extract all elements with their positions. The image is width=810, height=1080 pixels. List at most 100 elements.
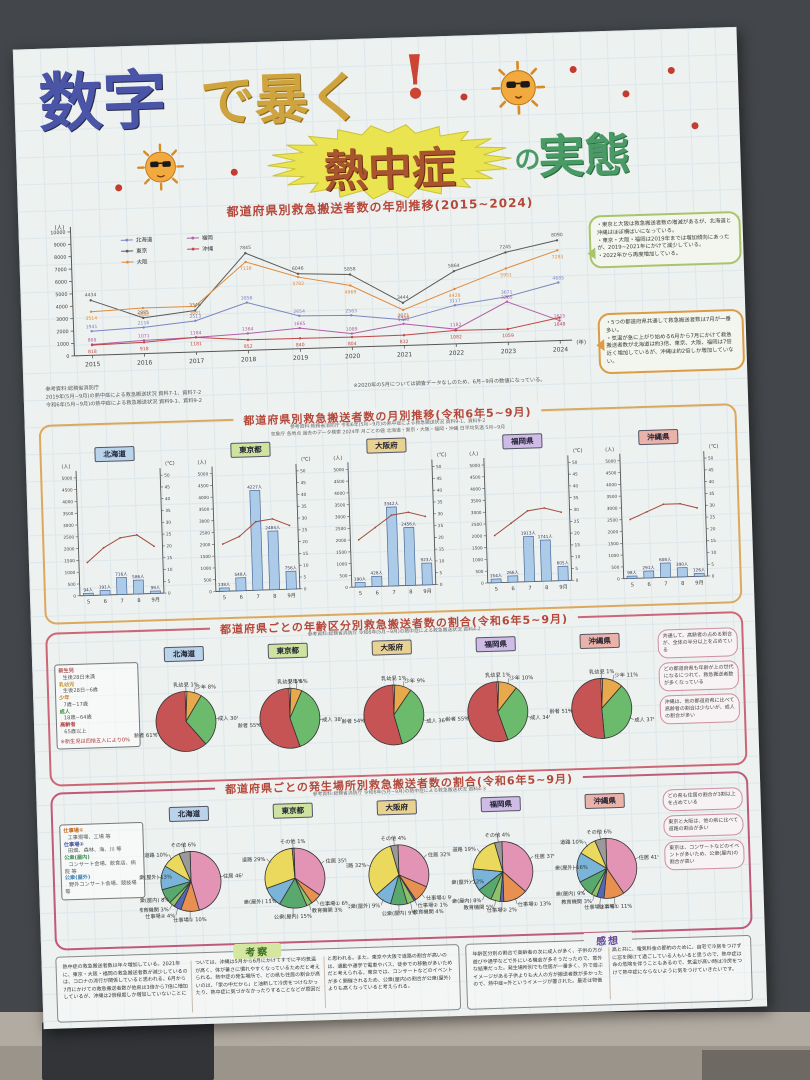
svg-text:4434: 4434 — [85, 292, 97, 298]
svg-text:0: 0 — [481, 581, 484, 586]
svg-text:1000: 1000 — [200, 566, 211, 571]
svg-text:2022: 2022 — [449, 350, 465, 357]
svg-text:10: 10 — [439, 558, 445, 563]
legend-definition: 生後28日未満 — [62, 674, 96, 682]
svg-text:4969: 4969 — [345, 289, 357, 295]
svg-text:2456人: 2456人 — [401, 521, 417, 526]
svg-text:1848: 1848 — [554, 321, 566, 327]
svg-text:2500: 2500 — [335, 526, 346, 531]
svg-text:30: 30 — [437, 511, 443, 516]
age-pie-svg-沖縄県: 乳幼児 1% 少年 11% 成人 37% 高齢者 51% — [544, 667, 658, 739]
svg-text:1000: 1000 — [57, 341, 69, 347]
svg-text:7: 7 — [664, 581, 667, 587]
series-line-北海道 — [91, 282, 559, 332]
svg-text:公衆(屋外) 13%: 公衆(屋外) 13% — [137, 872, 172, 881]
pref-label: 東京都 — [272, 802, 314, 819]
svg-text:500: 500 — [203, 577, 211, 582]
bar-8 — [132, 579, 145, 595]
section-monthly-trend: 都道府県別救急搬送者数の月別推移(令和6年5~9月) 参考資料:総務省消防庁 令… — [38, 403, 743, 625]
svg-text:45: 45 — [572, 471, 578, 476]
legend-definition: 野外コンサート会場、競技場 等 — [65, 880, 137, 896]
source-note: 参考資料:総務省消防庁 2019年(5月~9月)の熱中症による救急搬送状況 資料7… — [45, 377, 346, 410]
svg-text:住居 37%: 住居 37% — [534, 852, 556, 861]
svg-text:3856: 3856 — [241, 295, 253, 301]
svg-text:45: 45 — [165, 484, 171, 489]
svg-text:2513: 2513 — [189, 314, 201, 320]
svg-text:8: 8 — [545, 585, 548, 591]
svg-text:25: 25 — [302, 527, 308, 532]
svg-text:40: 40 — [165, 496, 171, 501]
svg-text:191人: 191人 — [99, 584, 112, 589]
svg-text:3500: 3500 — [199, 507, 210, 512]
svg-text:15: 15 — [303, 551, 309, 556]
svg-text:仕事場① 11%: 仕事場① 11% — [599, 902, 633, 911]
svg-text:その他 6%: その他 6% — [170, 840, 196, 849]
svg-text:高齢者 61%: 高齢者 61% — [132, 731, 158, 740]
svg-text:少年 6%: 少年 6% — [287, 677, 308, 686]
poster: 数字 で暴く ! — [12, 26, 768, 1030]
svg-text:5000: 5000 — [197, 471, 208, 476]
svg-text:8: 8 — [681, 581, 684, 587]
svg-text:2000: 2000 — [336, 538, 347, 543]
bar-8 — [676, 567, 688, 578]
age-pies-row: 北海道 乳幼児 1% 少年 8% 成人 30% 高齢者 61% 東京都 乳幼児 1% 少年 6… — [129, 632, 658, 779]
svg-text:公衆(屋外) 12%: 公衆(屋外) 12% — [449, 877, 484, 886]
svg-text:2500: 2500 — [471, 522, 482, 527]
svg-text:5: 5 — [439, 570, 442, 575]
series-line-沖縄 — [92, 317, 560, 346]
age-pie-svg-東京都: 乳幼児 1%少年 6% 成人 38% 高齢者 55% — [232, 677, 346, 749]
shadow-corner — [702, 1050, 810, 1080]
legend-term: 公衆(屋外) — [64, 874, 91, 882]
svg-text:成人 30%: 成人 30% — [218, 713, 240, 722]
svg-text:9月: 9月 — [695, 579, 704, 586]
combo-svg-沖縄県: (人)(℃)0500100015002000250030003500400045… — [605, 444, 718, 589]
svg-text:公衆(屋外) 16%: 公衆(屋外) 16% — [553, 863, 588, 872]
pref-label: 沖縄県 — [637, 428, 679, 446]
svg-text:868: 868 — [87, 337, 96, 343]
svg-text:1181: 1181 — [190, 341, 202, 347]
svg-text:2864: 2864 — [397, 314, 409, 320]
impression-title: 感想 — [583, 931, 633, 949]
svg-text:3000: 3000 — [56, 317, 68, 323]
svg-text:2000: 2000 — [472, 533, 483, 538]
svg-text:6: 6 — [647, 582, 650, 588]
svg-text:道路 10%: 道路 10% — [144, 850, 168, 859]
svg-text:4500: 4500 — [470, 475, 481, 480]
red-dot-decoration — [622, 90, 630, 98]
svg-text:4428: 4428 — [449, 293, 461, 299]
svg-text:45: 45 — [436, 476, 442, 481]
svg-text:3342人: 3342人 — [384, 501, 400, 506]
bar-6 — [643, 570, 655, 579]
svg-text:500: 500 — [475, 569, 483, 574]
svg-text:乳幼児 1%: 乳幼児 1% — [589, 667, 615, 676]
svg-text:500: 500 — [68, 582, 76, 587]
bar-9月 — [421, 562, 433, 586]
svg-text:1000: 1000 — [64, 570, 75, 575]
bar-8 — [267, 530, 281, 591]
legend-term: 少年 — [59, 695, 70, 702]
svg-text:5: 5 — [711, 562, 714, 567]
svg-text:8: 8 — [273, 594, 276, 600]
svg-text:公衆(屋内) 9%: 公衆(屋内) 9% — [382, 908, 417, 917]
svg-text:4685: 4685 — [552, 275, 564, 281]
svg-text:0: 0 — [209, 589, 212, 594]
svg-text:840: 840 — [296, 342, 305, 348]
svg-text:道路 32%: 道路 32% — [345, 861, 367, 870]
svg-text:50: 50 — [708, 455, 714, 460]
svg-text:成人 37%: 成人 37% — [634, 715, 655, 724]
svg-text:1082: 1082 — [450, 334, 462, 340]
bar-9月 — [285, 570, 297, 590]
svg-text:2071: 2071 — [397, 313, 409, 319]
place-pie-大阪府: 大阪府 住居 32% 仕事場① 9% 仕事場② 1% 教育機関 4% 公衆(屋内) 9% 公… — [343, 798, 456, 932]
svg-text:高齢者 51%: 高齢者 51% — [548, 706, 573, 715]
svg-text:20: 20 — [710, 526, 716, 531]
svg-text:50: 50 — [164, 472, 170, 477]
bar-9月 — [150, 590, 161, 594]
svg-text:公衆(屋内) 15%: 公衆(屋内) 15% — [274, 912, 312, 921]
svg-text:10: 10 — [711, 550, 717, 555]
place-pie-福岡県: 福岡県 住居 37% 仕事場① 13% 仕事場② 2% 教育機関 5% 公衆(屋内) 8%… — [446, 795, 558, 929]
pref-label: 北海道 — [94, 445, 136, 463]
svg-text:7138: 7138 — [240, 266, 252, 272]
svg-text:3444: 3444 — [397, 295, 409, 301]
